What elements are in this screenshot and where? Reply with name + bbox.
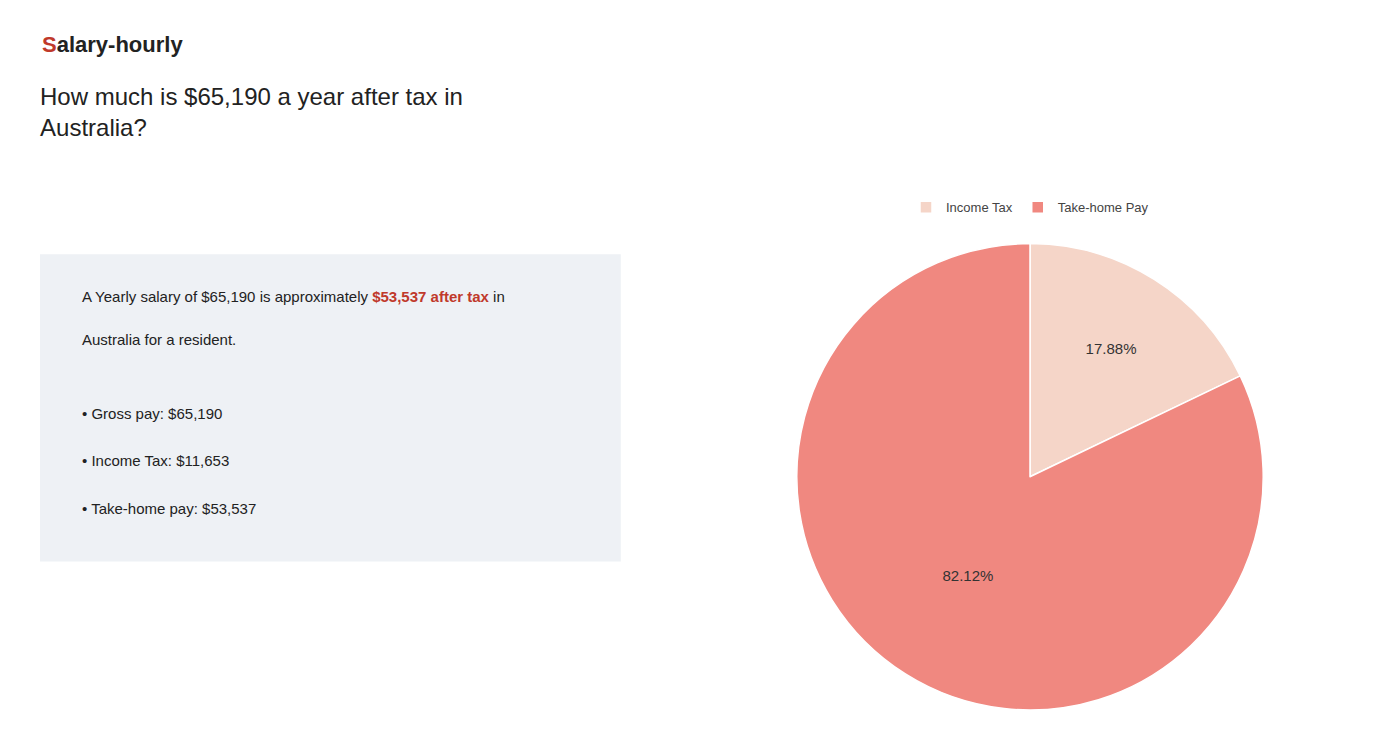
svg-text:A Yearly salary of $65,190 is: A Yearly salary of $65,190 is approximat…: [82, 288, 505, 305]
svg-text:82.12%: 82.12%: [942, 567, 993, 584]
svg-text:Australia for a resident.: Australia for a resident.: [82, 331, 236, 348]
svg-text:Take-home Pay: Take-home Pay: [1058, 200, 1149, 215]
svg-text:• Gross pay: $65,190: • Gross pay: $65,190: [82, 405, 222, 422]
svg-text:Salary-hourly: Salary-hourly: [42, 32, 183, 57]
svg-text:• Take-home pay: $53,537: • Take-home pay: $53,537: [82, 500, 256, 517]
svg-text:How much is $65,190 a year aft: How much is $65,190 a year after tax inA…: [40, 83, 463, 141]
svg-text:Income Tax: Income Tax: [946, 200, 1013, 215]
svg-text:• Income Tax: $11,653: • Income Tax: $11,653: [82, 452, 229, 469]
svg-text:17.88%: 17.88%: [1086, 340, 1137, 357]
